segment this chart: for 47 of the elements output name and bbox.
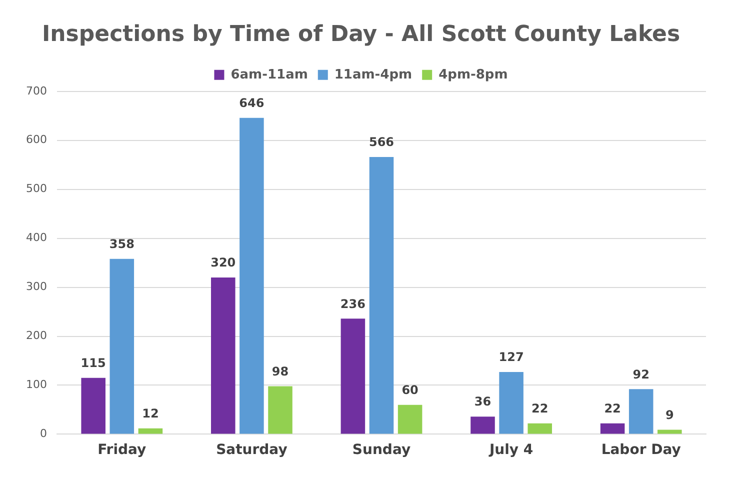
bar: [369, 157, 394, 434]
bar: [658, 430, 682, 434]
bar: [138, 428, 163, 434]
y-tick-label: 100: [26, 378, 47, 392]
y-tick-label: 600: [26, 133, 47, 146]
chart-title: Inspections by Time of Day - All Scott County Lakes: [42, 22, 680, 47]
bar: [470, 416, 495, 434]
x-tick-label: Friday: [98, 442, 146, 458]
data-label: 358: [109, 237, 134, 252]
data-label: 9: [665, 408, 674, 422]
legend-label: 11am-4pm: [334, 67, 412, 82]
legend-label: 4pm-8pm: [438, 67, 508, 82]
y-tick-label: 0: [40, 427, 47, 440]
bar: [211, 277, 236, 434]
data-label: 36: [474, 394, 492, 409]
data-label: 566: [368, 135, 394, 150]
bar: [268, 386, 292, 434]
data-label: 12: [142, 406, 159, 420]
data-label: 60: [402, 382, 418, 397]
data-label: 98: [272, 364, 289, 378]
x-tick-label: Labor Day: [601, 442, 681, 458]
bar: [340, 318, 366, 434]
x-tick-label: Saturday: [216, 442, 288, 458]
x-tick-label: July 4: [488, 442, 534, 458]
bar: [398, 404, 422, 434]
bar: [600, 423, 625, 434]
x-tick-label: Sunday: [352, 442, 411, 458]
data-label: 646: [239, 96, 264, 110]
data-label: 320: [210, 256, 236, 270]
data-label: 115: [80, 356, 106, 370]
bar: [499, 372, 524, 434]
data-label: 127: [498, 350, 524, 364]
legend-label: 6am-11am: [230, 67, 308, 82]
data-label: 22: [532, 402, 548, 416]
bar: [110, 258, 134, 434]
y-tick-label: 700: [26, 84, 47, 98]
bar: [81, 378, 106, 434]
y-tick-label: 500: [26, 182, 47, 196]
y-tick-label: 200: [26, 329, 47, 342]
y-tick-label: 300: [26, 280, 47, 294]
bar: [528, 423, 552, 434]
bar: [240, 118, 264, 434]
data-label: 236: [340, 296, 366, 311]
y-tick-label: 400: [26, 231, 47, 244]
bar: [628, 389, 654, 434]
data-label: 92: [632, 367, 650, 382]
data-label: 22: [604, 402, 621, 416]
